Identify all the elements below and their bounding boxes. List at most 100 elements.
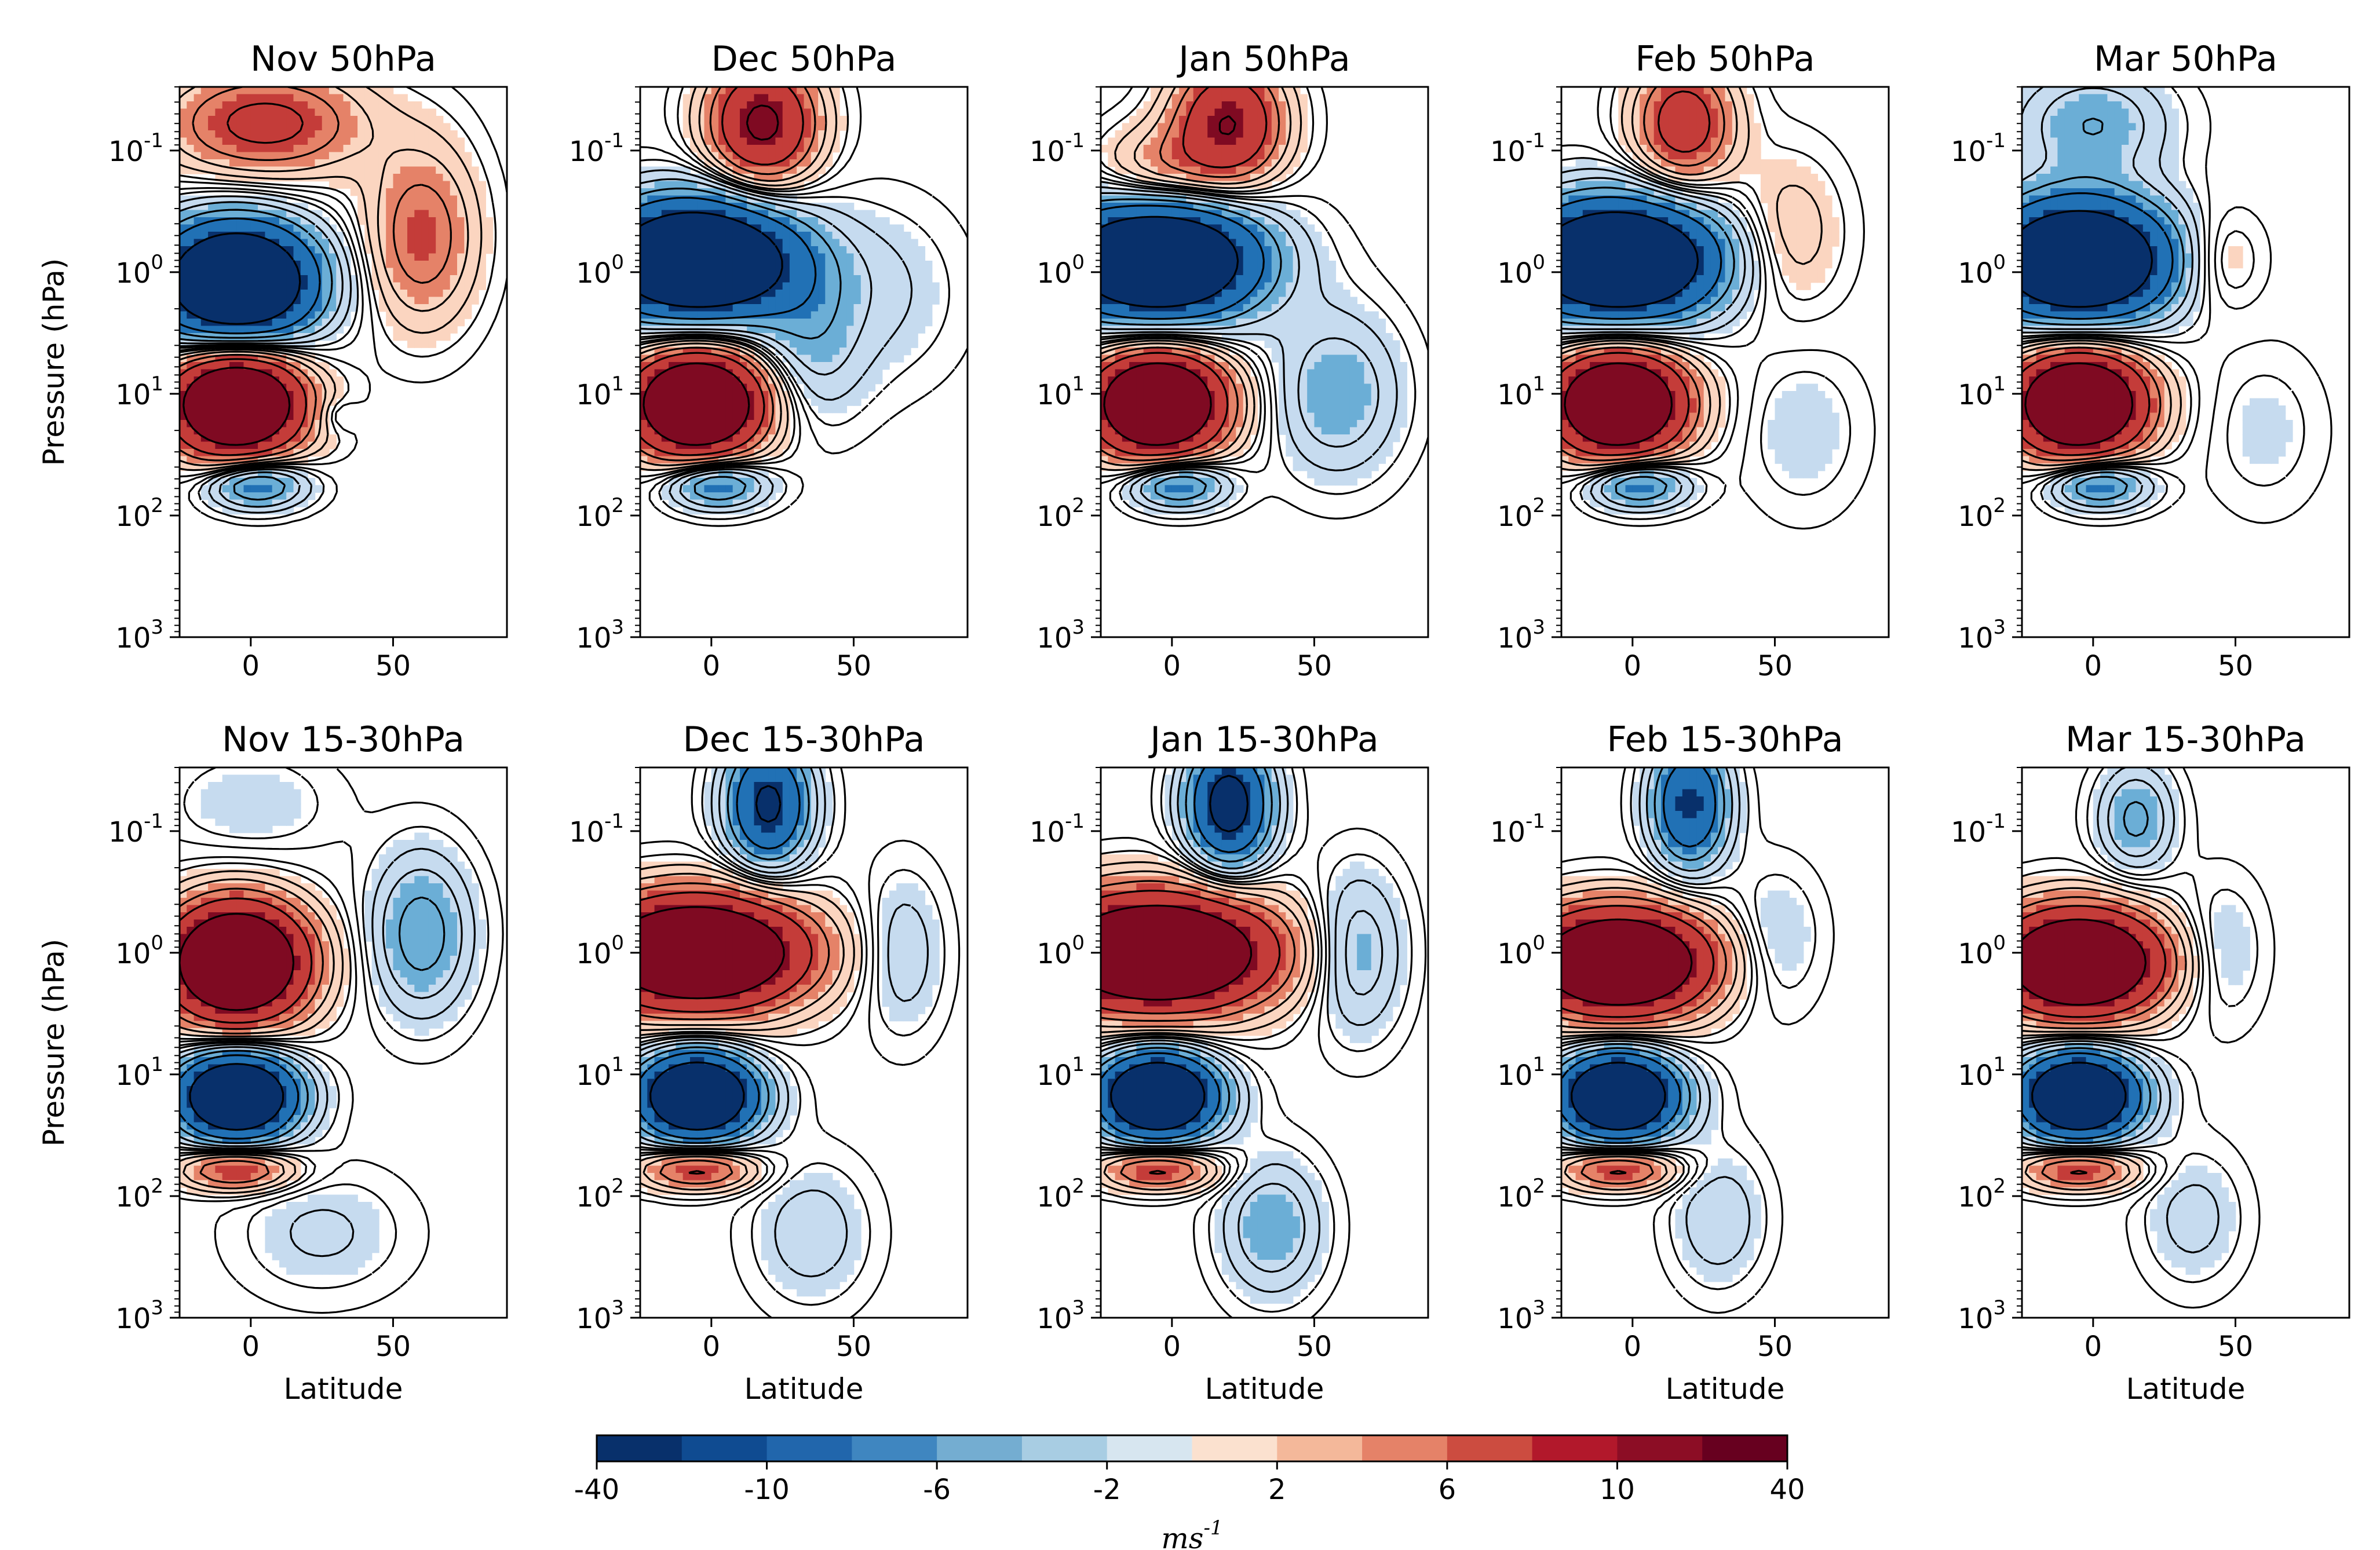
contour-lines xyxy=(640,767,961,1318)
colorbar-swatch xyxy=(852,1435,937,1461)
panel-title: Feb 50hPa xyxy=(1636,39,1815,79)
colorbar-swatch xyxy=(681,1435,768,1461)
y-tick-label: 102 xyxy=(1958,494,2006,533)
x-tick-label: 0 xyxy=(1624,650,1642,682)
axes-frame xyxy=(1100,86,1429,638)
colorbar-tick-label: -6 xyxy=(923,1474,951,1506)
y-tick-label: 102 xyxy=(576,1175,624,1213)
y-tick-label: 101 xyxy=(1497,372,1545,411)
contour-field xyxy=(1561,767,1889,1318)
panel-nov-50hpa: Nov 50hPa 0 50 10-1 100 101 102 103 Pressure (hP… xyxy=(37,39,508,682)
x-tick-label: 0 xyxy=(703,650,721,682)
x-tick-label: 50 xyxy=(1297,650,1332,682)
y-tick-label: 101 xyxy=(1958,1053,2006,1092)
y-tick-label: 101 xyxy=(1036,372,1085,411)
x-axis-label: Latitude xyxy=(1666,1372,1785,1406)
panel-title: Mar 15-30hPa xyxy=(2065,719,2306,760)
contour-lines xyxy=(1561,87,1876,530)
contour-field xyxy=(640,87,968,637)
colorbar-swatch xyxy=(1107,1435,1193,1461)
colorbar-frame xyxy=(596,1434,1788,1463)
axes-frame xyxy=(1560,86,1890,638)
x-axis-label: Latitude xyxy=(2126,1372,2246,1406)
y-axis-label: Pressure (hPa) xyxy=(37,939,71,1147)
colorbar-swatch xyxy=(597,1435,682,1461)
contour-field xyxy=(1101,767,1428,1318)
y-tick-label: 100 xyxy=(1036,931,1085,970)
y-tick-label: 103 xyxy=(576,616,624,655)
y-tick-label: 10-1 xyxy=(108,129,163,168)
y-tick-label: 103 xyxy=(115,1296,163,1335)
colorbar-swatch xyxy=(937,1435,1023,1461)
colorbar-swatch xyxy=(1277,1435,1363,1461)
panels-grid: Nov 50hPa 0 50 10-1 100 101 102 103 Pressure (hP… xyxy=(37,39,2350,1406)
y-tick-label: 10-1 xyxy=(108,810,163,849)
contour-field xyxy=(2022,767,2349,1318)
contour-field xyxy=(180,767,507,1318)
colorbar-tick-label: -2 xyxy=(1093,1474,1121,1506)
y-tick-label: 100 xyxy=(576,931,624,970)
panel-title: Dec 50hPa xyxy=(711,39,897,79)
y-tick-label: 101 xyxy=(1036,1053,1085,1092)
colorbar-swatch xyxy=(1617,1435,1703,1461)
axes-frame xyxy=(639,86,969,638)
y-tick-label: 103 xyxy=(1036,1296,1085,1335)
colorbar-swatch xyxy=(1362,1435,1448,1461)
y-axis-label: Pressure (hPa) xyxy=(37,258,71,466)
x-tick-label: 0 xyxy=(1163,1330,1181,1363)
axes-frame xyxy=(1560,766,1890,1319)
x-axis-label: Latitude xyxy=(284,1372,403,1406)
colorbar-swatch xyxy=(1021,1435,1108,1461)
colorbar-swatch xyxy=(1532,1435,1618,1461)
x-tick-label: 0 xyxy=(703,1330,721,1363)
x-tick-label: 50 xyxy=(1297,1330,1332,1363)
y-tick-label: 103 xyxy=(1497,1296,1545,1335)
contour-field xyxy=(640,767,968,1318)
y-tick-label: 10-1 xyxy=(1030,810,1085,849)
y-tick-label: 10-1 xyxy=(569,810,624,849)
x-tick-label: 50 xyxy=(836,1330,871,1363)
x-tick-label: 50 xyxy=(836,650,871,682)
axes-frame xyxy=(1100,766,1429,1319)
axes-frame xyxy=(639,766,969,1319)
panel-title: Nov 15-30hPa xyxy=(222,719,465,760)
y-tick-label: 100 xyxy=(576,251,624,290)
panel-dec-15-30hpa: Dec 15-30hPa 0 50 Latitude 10-1 100 101 102 103 xyxy=(569,719,969,1406)
axes-frame xyxy=(2021,766,2350,1319)
y-tick-label: 101 xyxy=(576,372,624,411)
y-tick-label: 102 xyxy=(1036,1175,1085,1213)
x-axis-label: Latitude xyxy=(744,1372,864,1406)
y-tick-label: 102 xyxy=(576,494,624,533)
y-tick-label: 103 xyxy=(1497,616,1545,655)
y-tick-label: 10-1 xyxy=(1951,129,2006,168)
y-tick-label: 102 xyxy=(1036,494,1085,533)
y-tick-label: 103 xyxy=(1958,1296,2006,1335)
y-tick-label: 101 xyxy=(576,1053,624,1092)
colorbar-swatch xyxy=(1447,1435,1533,1461)
y-tick-label: 103 xyxy=(576,1296,624,1335)
x-tick-label: 50 xyxy=(1757,1330,1793,1363)
colorbar-tick-label: 10 xyxy=(1600,1474,1635,1506)
contour-lines xyxy=(2022,767,2276,1309)
panel-title: Feb 15-30hPa xyxy=(1607,719,1844,760)
x-tick-label: 0 xyxy=(1163,650,1181,682)
panel-mar-50hpa: Mar 50hPa 0 50 10-1 100 101 102 103 xyxy=(1951,39,2350,682)
panel-jan-50hpa: Jan 50hPa 0 50 10-1 100 101 102 103 xyxy=(1030,39,1429,682)
y-tick-label: 101 xyxy=(1497,1053,1545,1092)
contour-lines xyxy=(2022,87,2332,527)
y-tick-label: 102 xyxy=(1958,1175,2006,1213)
y-tick-label: 101 xyxy=(115,372,163,411)
colorbar-tick-label: 6 xyxy=(1439,1474,1457,1506)
contour-field xyxy=(1561,87,1889,637)
x-tick-label: 50 xyxy=(375,650,411,682)
colorbar-tick-label: -40 xyxy=(574,1474,619,1506)
x-tick-label: 50 xyxy=(375,1330,411,1363)
y-tick-label: 102 xyxy=(115,494,163,533)
colorbar: -40 -10 -6 -2 2 6 10 40 ms-1 xyxy=(574,1434,1805,1550)
colorbar-tick-label: 2 xyxy=(1268,1474,1286,1506)
axes-frame xyxy=(178,766,508,1319)
panel-nov-15-30hpa: Nov 15-30hPa 0 50 Latitude 10-1 100 101 102 103 P… xyxy=(37,719,508,1406)
x-tick-label: 0 xyxy=(1624,1330,1642,1363)
y-tick-label: 10-1 xyxy=(569,129,624,168)
panel-title: Nov 50hPa xyxy=(250,39,436,79)
